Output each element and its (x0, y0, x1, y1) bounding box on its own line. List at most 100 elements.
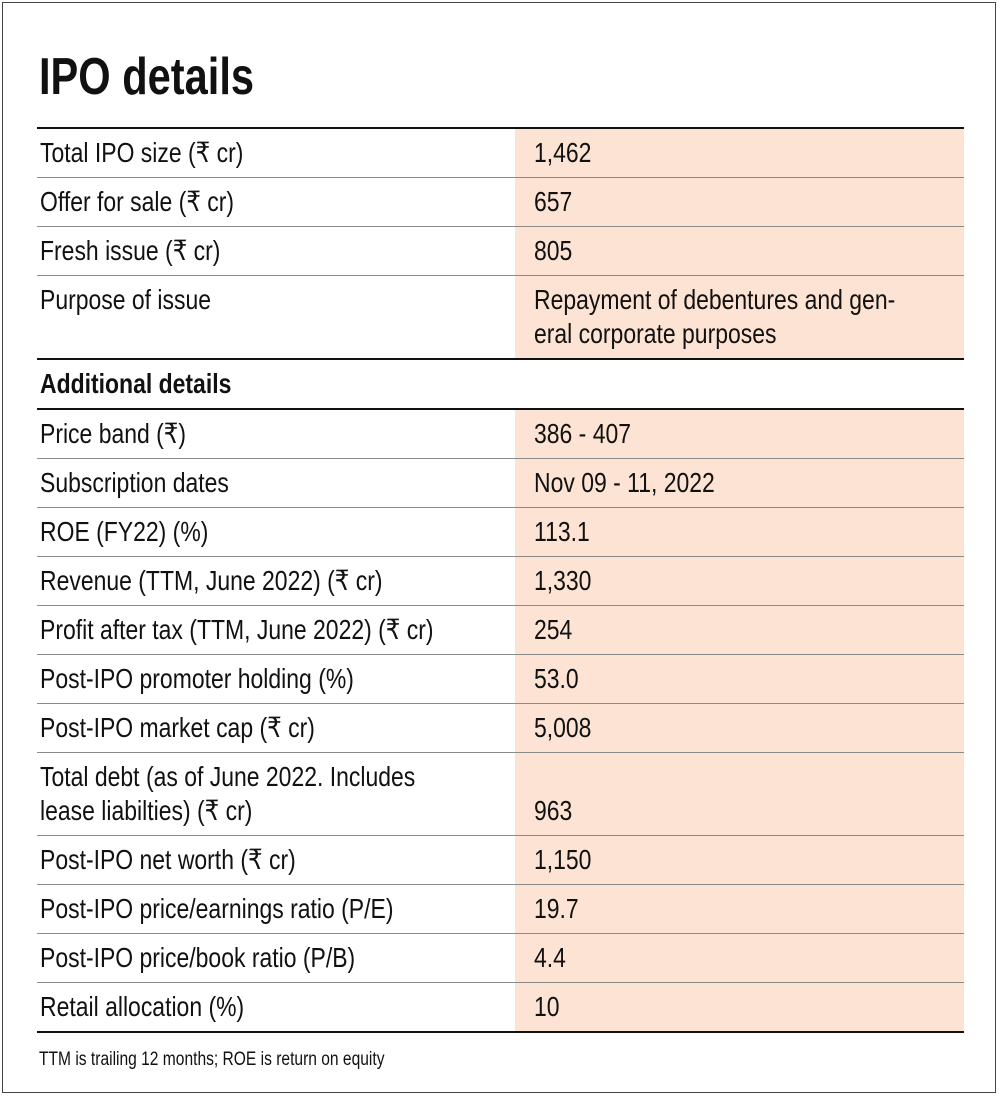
row-label-line: Total IPO size (₹ cr) (40, 136, 515, 170)
row-label-line: Subscription dates (40, 466, 515, 500)
row-label: Post-IPO price/book ratio (P/B) (40, 942, 356, 973)
value-cell: Repayment of debentures and gen-eral cor… (515, 276, 964, 358)
row-label-line: Revenue (TTM, June 2022) (₹ cr) (40, 564, 515, 598)
value-cell: 657 (515, 178, 964, 226)
row-label-line: Post-IPO price/earnings ratio (P/E) (40, 892, 515, 926)
row-value: Nov 09 - 11, 2022 (534, 467, 715, 498)
value-cell: 254 (515, 606, 964, 654)
row-label-line: Post-IPO market cap (₹ cr) (40, 711, 515, 745)
table-row: Revenue (TTM, June 2022) (₹ cr) 1,330 (37, 556, 964, 605)
value-cell: 19.7 (515, 885, 964, 933)
label-cell: Subscription dates (37, 459, 515, 507)
value-cell: 1,150 (515, 836, 964, 884)
row-label-line: Retail allocation (%) (40, 990, 515, 1024)
row-label: Fresh issue (₹ cr) (40, 235, 221, 266)
table-row: Fresh issue (₹ cr) 805 (37, 226, 964, 275)
row-value: 53.0 (534, 663, 579, 694)
label-cell: Total debt (as of June 2022. Includes lea… (37, 753, 515, 835)
value-cell: 53.0 (515, 655, 964, 703)
row-value-line: 1,330 (534, 564, 964, 598)
row-value: 1,330 (534, 565, 592, 596)
label-cell: ROE (FY22) (%) (37, 508, 515, 556)
row-value: 10 (534, 991, 560, 1022)
row-value: eral corporate purposes (534, 318, 777, 349)
row-value: 254 (534, 614, 573, 645)
table-row: Post-IPO market cap (₹ cr) 5,008 (37, 703, 964, 752)
table-row: Retail allocation (%) 10 (37, 982, 964, 1031)
label-cell: Post-IPO price/earnings ratio (P/E) (37, 885, 515, 933)
table-row: Post-IPO net worth (₹ cr) 1,150 (37, 835, 964, 884)
value-cell: 4.4 (515, 934, 964, 982)
row-label: Retail allocation (%) (40, 991, 245, 1022)
row-value: 386 - 407 (534, 418, 632, 449)
value-cell: 386 - 407 (515, 410, 964, 458)
value-cell: 5,008 (515, 704, 964, 752)
row-value-line: 113.1 (534, 515, 964, 549)
row-label-line: Post-IPO promoter holding (%) (40, 662, 515, 696)
table-row: Total debt (as of June 2022. Includes lea… (37, 752, 964, 835)
row-label: Profit after tax (TTM, June 2022) (₹ cr) (40, 614, 434, 645)
row-label-line: Post-IPO net worth (₹ cr) (40, 843, 515, 877)
table-row: Profit after tax (TTM, June 2022) (₹ cr)… (37, 605, 964, 654)
table-row: Price band (₹) 386 - 407 (37, 410, 964, 458)
row-value-line: 386 - 407 (534, 417, 964, 451)
label-cell: Profit after tax (TTM, June 2022) (₹ cr) (37, 606, 515, 654)
row-value-line: 1,150 (534, 843, 964, 877)
row-label: ROE (FY22) (%) (40, 516, 209, 547)
section-heading-row: Additional details (37, 358, 964, 410)
table-row: Offer for sale (₹ cr) 657 (37, 177, 964, 226)
row-value: 1,462 (534, 137, 592, 168)
row-value-line: 19.7 (534, 892, 964, 926)
label-cell: Purpose of issue (37, 276, 515, 358)
row-value-line: 657 (534, 185, 964, 219)
table-row: Purpose of issue Repayment of debentures … (37, 275, 964, 358)
row-label: Post-IPO promoter holding (%) (40, 663, 354, 694)
table: Total IPO size (₹ cr) 1,462 Offer for sale… (37, 127, 964, 1033)
footnote-text: TTM is trailing 12 months; ROE is return… (39, 1049, 385, 1070)
row-value: 805 (534, 235, 573, 266)
row-label: Price band (₹) (40, 418, 187, 449)
label-cell: Revenue (TTM, June 2022) (₹ cr) (37, 557, 515, 605)
row-value: 1,150 (534, 844, 592, 875)
row-value-line: 805 (534, 234, 964, 268)
row-label-line: Offer for sale (₹ cr) (40, 185, 515, 219)
label-cell: Post-IPO market cap (₹ cr) (37, 704, 515, 752)
value-cell: 10 (515, 983, 964, 1031)
row-value: 657 (534, 186, 573, 217)
value-cell: 113.1 (515, 508, 964, 556)
row-label: Post-IPO market cap (₹ cr) (40, 712, 315, 743)
row-value-line: 5,008 (534, 711, 964, 745)
value-cell: 1,330 (515, 557, 964, 605)
row-label-line: Purpose of issue (40, 283, 515, 317)
row-label-line: Price band (₹) (40, 417, 515, 451)
value-cell: 1,462 (515, 129, 964, 177)
row-label: Post-IPO price/earnings ratio (P/E) (40, 893, 394, 924)
value-cell: 963 (515, 753, 964, 835)
label-cell: Retail allocation (%) (37, 983, 515, 1031)
label-cell: Total IPO size (₹ cr) (37, 129, 515, 177)
row-value: 4.4 (534, 942, 566, 973)
title: IPO details (39, 47, 308, 107)
row-label-line: Total debt (as of June 2022. Includes (40, 760, 515, 794)
row-label: lease liabilties) (₹ cr) (40, 795, 253, 826)
footnote: TTM is trailing 12 months; ROE is return… (39, 1048, 460, 1072)
label-cell: Post-IPO promoter holding (%) (37, 655, 515, 703)
row-value: 5,008 (534, 712, 592, 743)
row-value-line: 963 (534, 794, 964, 828)
row-label: Post-IPO net worth (₹ cr) (40, 844, 296, 875)
row-label: Subscription dates (40, 467, 229, 498)
label-cell: Post-IPO price/book ratio (P/B) (37, 934, 515, 982)
row-label-line: Post-IPO price/book ratio (P/B) (40, 941, 515, 975)
row-value: 963 (534, 795, 573, 826)
row-label: Total debt (as of June 2022. Includes (40, 761, 416, 792)
section-heading-line: Additional details (40, 367, 964, 401)
row-value-line: Nov 09 - 11, 2022 (534, 466, 964, 500)
row-label: Purpose of issue (40, 284, 212, 315)
row-value-line: 4.4 (534, 941, 964, 975)
table-row: Total IPO size (₹ cr) 1,462 (37, 129, 964, 177)
value-cell: 805 (515, 227, 964, 275)
row-label: Offer for sale (₹ cr) (40, 186, 235, 217)
row-value: 19.7 (534, 893, 579, 924)
